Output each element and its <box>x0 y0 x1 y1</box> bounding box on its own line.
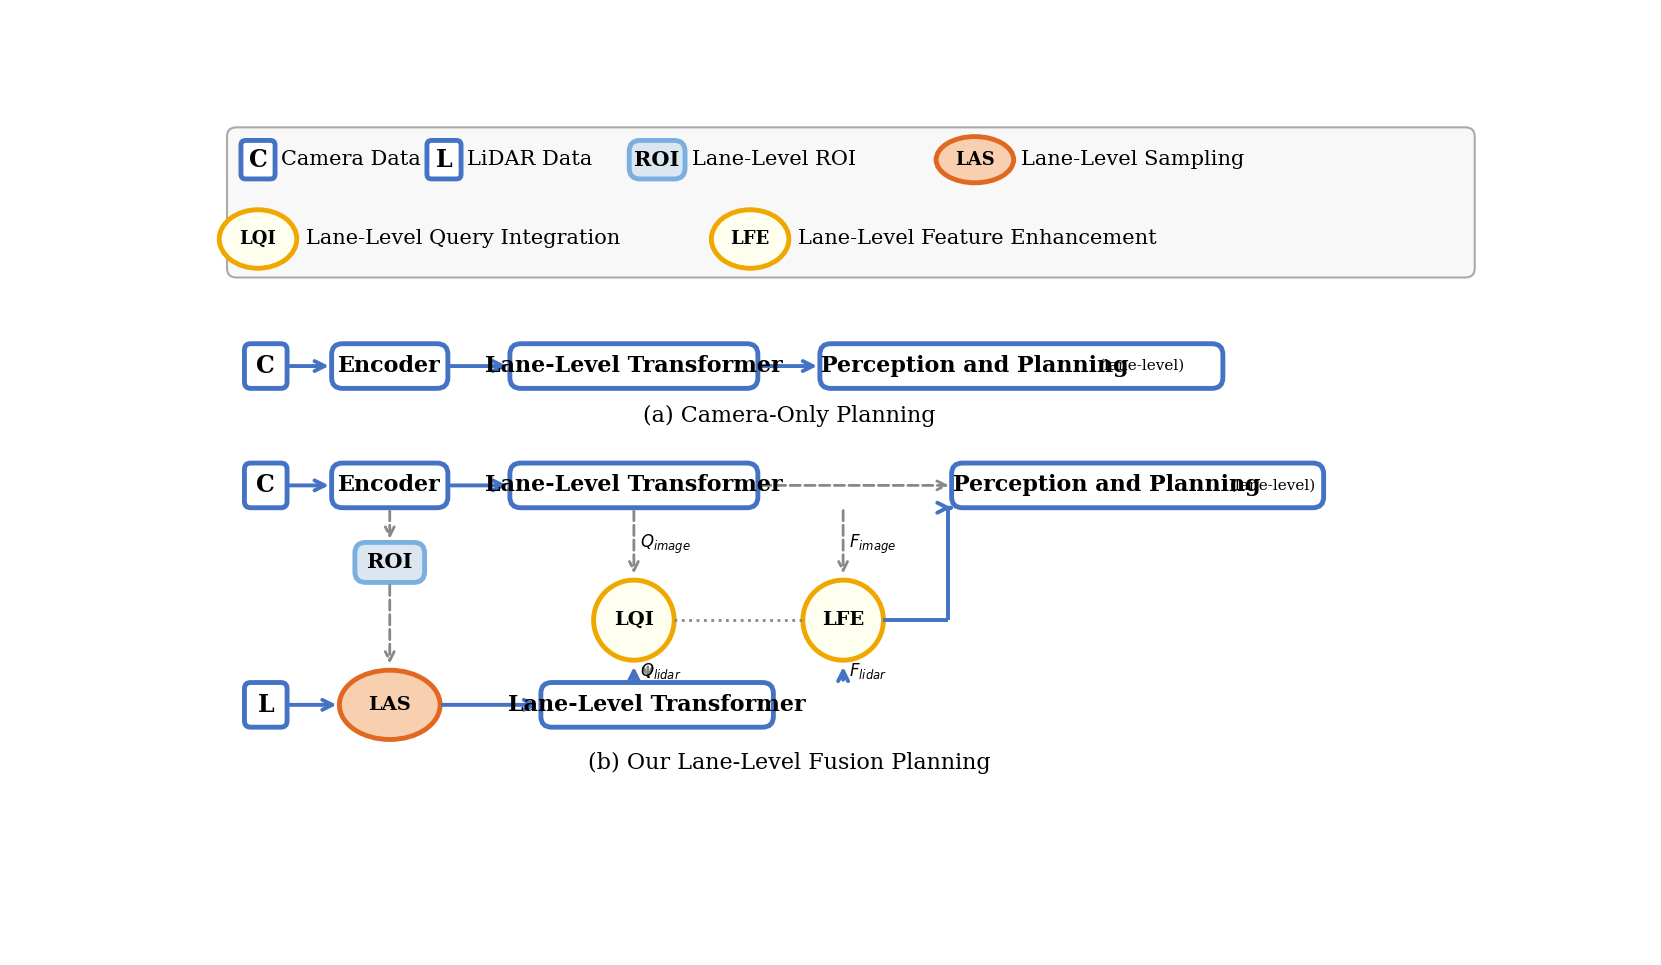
Text: C: C <box>256 474 276 497</box>
Text: Lane-Level Feature Enhancement: Lane-Level Feature Enhancement <box>799 230 1158 249</box>
Ellipse shape <box>219 209 297 268</box>
Text: (lane-level): (lane-level) <box>1098 359 1184 373</box>
FancyBboxPatch shape <box>332 344 448 388</box>
Text: ROI: ROI <box>635 150 679 170</box>
Text: Lane-Level Transformer: Lane-Level Transformer <box>485 475 782 496</box>
FancyBboxPatch shape <box>228 127 1475 278</box>
Text: LFE: LFE <box>731 230 769 248</box>
Text: $Q_{lidar}$: $Q_{lidar}$ <box>639 661 681 681</box>
Text: Lane-Level Query Integration: Lane-Level Query Integration <box>306 230 620 249</box>
FancyBboxPatch shape <box>355 542 425 583</box>
FancyBboxPatch shape <box>244 463 287 508</box>
Text: $F_{lidar}$: $F_{lidar}$ <box>849 661 887 681</box>
Text: (a) Camera-Only Planning: (a) Camera-Only Planning <box>643 405 935 427</box>
FancyBboxPatch shape <box>510 463 757 508</box>
Text: $Q_{image}$: $Q_{image}$ <box>639 533 691 556</box>
Text: $F_{image}$: $F_{image}$ <box>849 533 897 556</box>
FancyBboxPatch shape <box>332 463 448 508</box>
FancyBboxPatch shape <box>244 682 287 728</box>
Ellipse shape <box>937 137 1013 182</box>
Text: Lane-Level Transformer: Lane-Level Transformer <box>508 694 806 716</box>
FancyBboxPatch shape <box>821 344 1222 388</box>
Text: LFE: LFE <box>822 611 864 629</box>
FancyBboxPatch shape <box>952 463 1324 508</box>
Text: ROI: ROI <box>367 552 412 572</box>
Ellipse shape <box>802 580 884 660</box>
Text: Perception and Planning: Perception and Planning <box>953 475 1261 496</box>
Text: Lane-Level Sampling: Lane-Level Sampling <box>1022 151 1244 169</box>
Text: LQI: LQI <box>615 611 654 629</box>
Text: Lane-Level ROI: Lane-Level ROI <box>693 151 855 169</box>
Text: C: C <box>256 354 276 378</box>
Text: L: L <box>435 148 452 172</box>
FancyBboxPatch shape <box>244 344 287 388</box>
Text: L: L <box>257 693 274 717</box>
FancyBboxPatch shape <box>541 682 774 728</box>
Text: Lane-Level Transformer: Lane-Level Transformer <box>485 355 782 377</box>
Text: LAS: LAS <box>955 151 995 169</box>
Text: C: C <box>249 148 267 172</box>
Text: Camera Data: Camera Data <box>281 151 420 169</box>
FancyBboxPatch shape <box>241 141 276 179</box>
Text: Encoder: Encoder <box>339 355 442 377</box>
Ellipse shape <box>593 580 674 660</box>
Ellipse shape <box>711 209 789 268</box>
Text: (lane-level): (lane-level) <box>1231 479 1317 492</box>
Text: (b) Our Lane-Level Fusion Planning: (b) Our Lane-Level Fusion Planning <box>588 752 990 774</box>
Text: LAS: LAS <box>369 696 412 714</box>
Text: Encoder: Encoder <box>339 475 442 496</box>
Text: LQI: LQI <box>239 230 276 248</box>
FancyBboxPatch shape <box>510 344 757 388</box>
Text: Perception and Planning: Perception and Planning <box>821 355 1129 377</box>
Ellipse shape <box>339 671 440 739</box>
FancyBboxPatch shape <box>427 141 462 179</box>
Text: LiDAR Data: LiDAR Data <box>467 151 593 169</box>
FancyBboxPatch shape <box>630 141 684 179</box>
